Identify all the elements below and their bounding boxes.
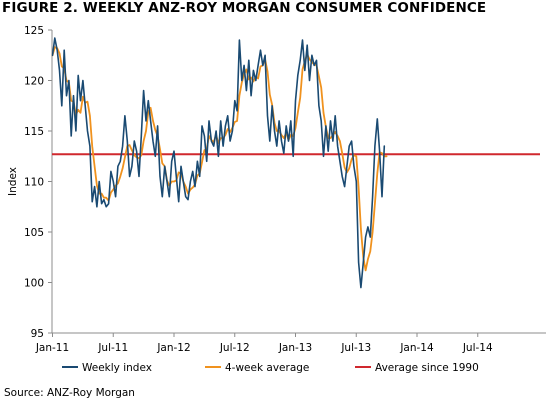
chart-title: FIGURE 2. WEEKLY ANZ-ROY MORGAN CONSUMER… (2, 0, 487, 16)
x-tick-label: Jan-13 (278, 342, 312, 354)
chart-axes: 95 100 105 110 115 120 125 Index Jan-11 Jul-11 Jan… (7, 25, 546, 354)
legend-longrun-label: Average since 1990 (375, 362, 479, 374)
y-tick-label: 125 (24, 25, 44, 37)
x-tick-label: Jul-14 (462, 342, 493, 354)
four-week-average-line (51, 46, 388, 272)
y-tick-label: 100 (24, 278, 44, 290)
chart-legend: Weekly index 4-week average Average sinc… (62, 362, 479, 374)
x-tick-label: Jan-12 (156, 342, 190, 354)
x-tick-label: Jan-11 (35, 342, 69, 354)
y-tick-label: 115 (24, 126, 44, 138)
source-note: Source: ANZ-Roy Morgan (4, 387, 135, 399)
y-axis-title: Index (7, 167, 19, 196)
y-tick-label: 110 (24, 177, 44, 189)
y-tick-label: 120 (24, 76, 44, 88)
x-tick-label: Jan-14 (399, 342, 434, 354)
chart-series (51, 37, 540, 289)
x-tick-label: Jul-11 (97, 342, 128, 354)
y-tick-label: 95 (31, 328, 44, 340)
y-tick-label: 105 (24, 227, 44, 239)
x-tick-label: Jul-13 (340, 342, 371, 354)
x-tick-label: Jul-12 (219, 342, 250, 354)
legend-avg4-label: 4-week average (225, 362, 309, 374)
legend-weekly-label: Weekly index (82, 362, 152, 374)
weekly-index-line (51, 37, 386, 289)
